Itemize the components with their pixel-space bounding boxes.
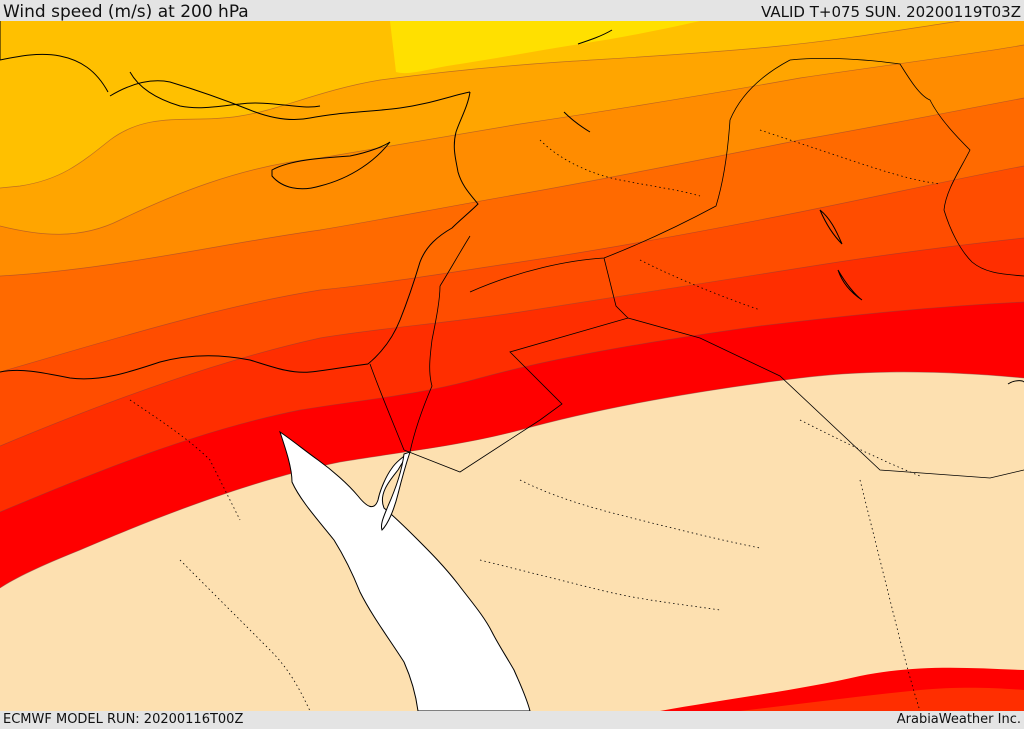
band-2-patch: [280, 21, 330, 44]
red-sea: [279, 430, 531, 711]
band-7-southeast-patch: [740, 687, 1024, 711]
admin-lines: [129, 129, 941, 711]
coastlines: [0, 21, 1024, 385]
map-panel[interactable]: [0, 21, 1024, 711]
credit-label: ArabiaWeather Inc.: [896, 712, 1021, 727]
wind-speed-map: [0, 21, 1024, 711]
band-1: [390, 21, 700, 74]
map-title: Wind speed (m/s) at 200 hPa: [3, 2, 249, 22]
header-bar: Wind speed (m/s) at 200 hPa VALID T+075 …: [0, 0, 1024, 22]
band-2: [0, 21, 960, 188]
model-run-label: ECMWF MODEL RUN: 20200116T00Z: [3, 712, 244, 727]
gulf-of-aqaba: [381, 451, 411, 531]
footer-bar: ECMWF MODEL RUN: 20200116T00Z ArabiaWeat…: [0, 711, 1024, 729]
contour-lines: [0, 21, 1024, 589]
valid-time-label: VALID T+075 SUN. 20200119T03Z: [761, 3, 1021, 21]
country-borders: [369, 57, 1024, 479]
